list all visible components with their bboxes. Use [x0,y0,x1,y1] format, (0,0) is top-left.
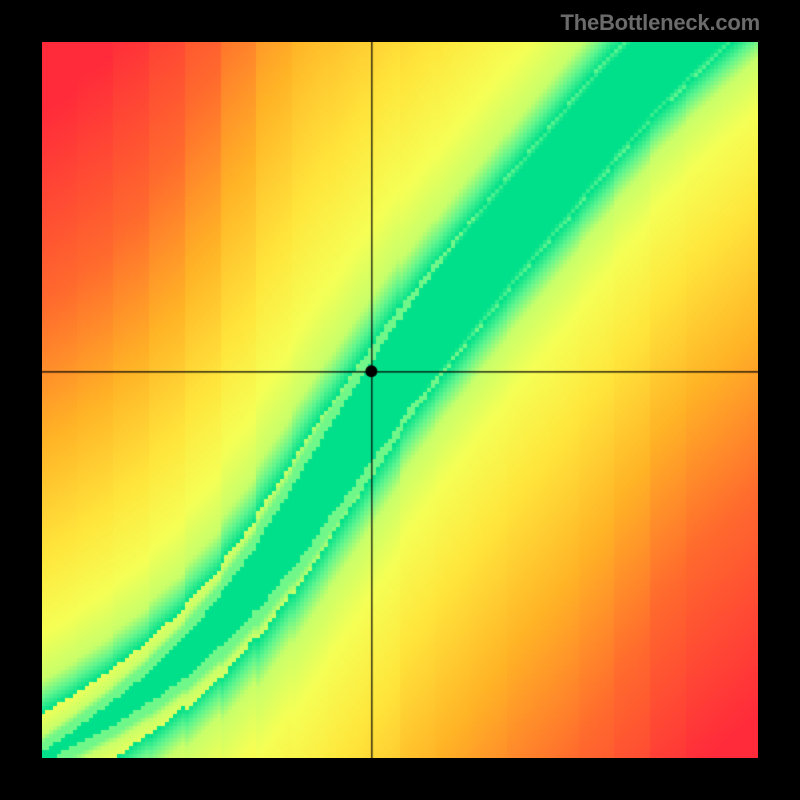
bottleneck-heatmap [42,42,758,758]
watermark-text: TheBottleneck.com [560,10,760,36]
chart-container: TheBottleneck.com [0,0,800,800]
